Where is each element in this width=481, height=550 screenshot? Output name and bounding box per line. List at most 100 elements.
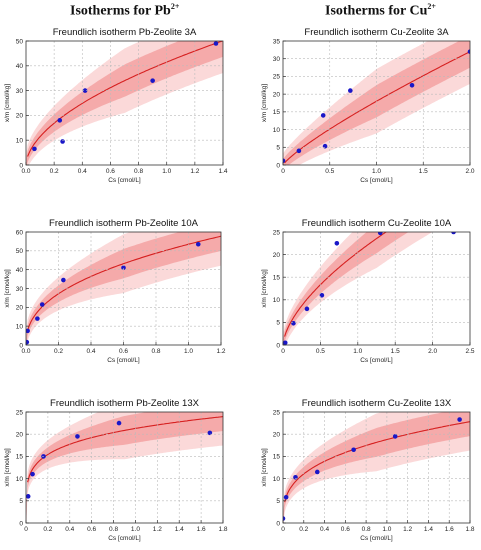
data-point <box>195 241 201 247</box>
x-tick-label: 0 <box>281 168 285 175</box>
x-tick-label: 0.4 <box>78 168 87 175</box>
y-tick-label: 30 <box>16 88 24 95</box>
x-tick-label: 1.6 <box>445 526 454 533</box>
y-tick-label: 0 <box>276 520 280 527</box>
chart-title: Freundlich isotherm Cu-Zeolite 13X <box>302 398 452 409</box>
y-tick-label: 20 <box>273 252 281 259</box>
data-point <box>121 265 126 271</box>
y-tick-label: 30 <box>273 56 281 63</box>
y-tick-label: 20 <box>16 432 24 439</box>
fit-line <box>27 416 223 483</box>
confidence-band <box>26 41 223 165</box>
data-point <box>26 328 30 334</box>
y-tick-label: 0 <box>276 162 280 169</box>
data-point <box>283 494 289 500</box>
x-tick-label: 0.8 <box>109 526 118 533</box>
y-tick-label: 5 <box>276 145 280 152</box>
x-tick-label: 2.0 <box>428 348 437 355</box>
data-point <box>283 340 288 345</box>
x-axis-label: Cs [cmol/L] <box>108 177 141 184</box>
x-tick-label: 0.8 <box>362 526 371 533</box>
y-tick-label: 25 <box>273 74 281 81</box>
data-point <box>150 78 155 83</box>
y-tick-label: 15 <box>273 275 281 282</box>
x-tick-label: 0.8 <box>134 168 143 175</box>
y-tick-label: 10 <box>16 323 24 330</box>
y-axis-label: x/m [cmol/kg] <box>4 448 11 486</box>
x-axis-label: Cs [cmol/L] <box>108 535 141 542</box>
x-axis-label: Cs [cmol/L] <box>360 177 393 184</box>
x-tick-label: 2.0 <box>465 168 474 175</box>
data-point <box>82 88 88 93</box>
data-point <box>283 158 286 164</box>
chart-panel-2: 0 0.5 1.0 1.5 2.0 0 5 10 15 20 25 30 35 Freundlich is… <box>261 27 475 184</box>
x-tick-label: 1.2 <box>216 348 225 355</box>
y-tick-label: 0 <box>19 342 23 349</box>
x-tick-label: 0.6 <box>341 526 350 533</box>
data-point <box>334 241 340 246</box>
x-tick-label: 1.6 <box>197 526 206 533</box>
chart-title: Freundlich isotherm Pb-Zeolite 13X <box>50 398 200 409</box>
data-point <box>61 277 66 283</box>
x-tick-label: 1.4 <box>175 526 184 533</box>
right-column-header-charge: 2+ <box>427 2 436 11</box>
x-tick-label: 0.5 <box>325 168 334 175</box>
x-tick-label: 0.8 <box>151 348 160 355</box>
axes-frame <box>282 231 471 346</box>
x-tick-label: 0 <box>24 526 28 533</box>
axes-frame <box>25 411 224 524</box>
data-point <box>451 232 456 235</box>
y-tick-label: 10 <box>16 138 24 145</box>
x-axis-label: Cs [cmol/L] <box>360 535 393 542</box>
y-tick-label: 50 <box>16 38 24 45</box>
data-point <box>26 494 31 499</box>
y-tick-label: 0 <box>19 162 23 169</box>
y-axis-label: x/m [cmol/kg] <box>261 269 268 307</box>
x-tick-label: 0.4 <box>65 526 74 533</box>
y-axis-label: x/m [cmol/kg] <box>261 84 268 122</box>
data-point <box>296 148 302 154</box>
y-tick-label: 30 <box>16 286 24 293</box>
right-column-header-text: Isotherms for Cu <box>325 3 428 19</box>
x-tick-label: 1.0 <box>353 348 362 355</box>
data-point <box>351 447 356 453</box>
data-point <box>116 420 122 426</box>
fit-line <box>284 232 388 337</box>
data-point <box>348 88 353 93</box>
y-tick-label: 50 <box>16 248 24 255</box>
y-tick-label: 5 <box>276 498 280 505</box>
x-tick-label: 0.4 <box>320 526 329 533</box>
right-column-header: Isotherms for Cu2+ <box>325 2 436 20</box>
y-tick-label: 20 <box>273 432 281 439</box>
chart-title: Freundlich isotherm Pb-Zeolite 10A <box>49 218 199 229</box>
axes-frame <box>25 40 224 166</box>
x-tick-label: 0.6 <box>119 348 128 355</box>
fit-line <box>284 51 470 164</box>
y-tick-label: 35 <box>273 38 281 45</box>
x-tick-label: 0.6 <box>87 526 96 533</box>
data-point <box>35 316 40 321</box>
data-point <box>57 118 63 123</box>
x-tick-label: 0.0 <box>21 168 30 175</box>
y-axis-label: x/m [cmol/kg] <box>4 84 11 122</box>
y-tick-label: 10 <box>273 127 281 134</box>
y-tick-label: 0 <box>276 342 280 349</box>
x-tick-label: 1.5 <box>391 348 400 355</box>
data-point <box>392 434 398 439</box>
y-tick-label: 5 <box>19 498 23 505</box>
left-column-header-charge: 2+ <box>170 2 180 11</box>
data-point <box>60 139 65 144</box>
y-tick-label: 25 <box>273 409 281 416</box>
axes-frame <box>282 411 471 524</box>
y-tick-label: 25 <box>16 409 24 416</box>
x-tick-label: 0.4 <box>86 348 95 355</box>
data-point <box>409 82 415 88</box>
data-point <box>291 321 296 326</box>
chart-panel-1: 0.0 0.2 0.4 0.6 0.8 1.0 1.2 1.4 0 10 20 30 40 50 Freun… <box>4 27 228 184</box>
data-point <box>314 469 320 475</box>
y-tick-label: 20 <box>16 113 24 120</box>
x-tick-label: 0.2 <box>43 526 52 533</box>
confidence-band <box>26 232 221 345</box>
x-tick-label: 1.0 <box>372 168 381 175</box>
data-point <box>304 306 310 312</box>
